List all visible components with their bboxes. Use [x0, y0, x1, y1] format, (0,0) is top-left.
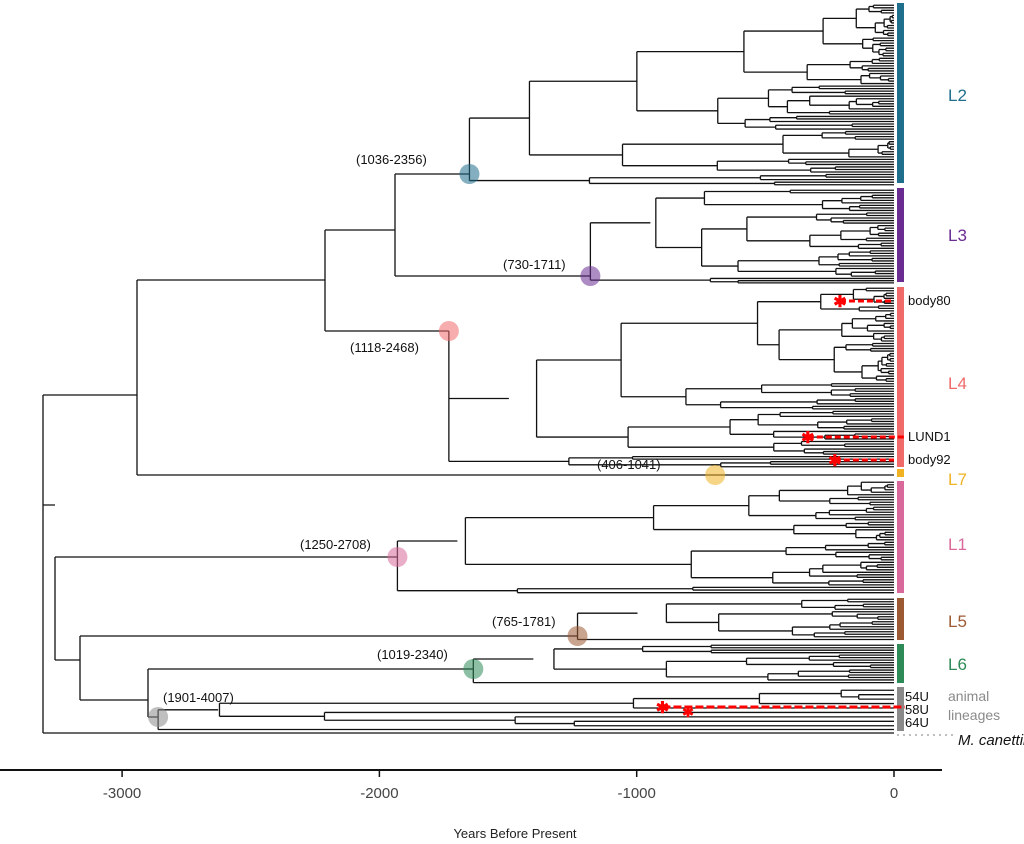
lineage-label-l2: L2: [948, 86, 967, 105]
node-age-label: (1901-4007): [163, 690, 234, 705]
ancient-sample-star-icon: ✱: [833, 294, 846, 311]
animal-lineages-line1: animal: [948, 688, 989, 704]
lineage-label-l5: L5: [948, 612, 967, 631]
lineage-bar-l7: [897, 469, 904, 477]
tip-label-body92: body92: [908, 452, 951, 467]
lineage-bar-l1: [897, 481, 904, 593]
node-age-circle: [387, 547, 408, 567]
node-age-label: (406-1041): [597, 457, 661, 472]
node-age-circle: [148, 707, 169, 727]
lineage-bar-l3: [897, 188, 904, 282]
node-age-label: (1019-2340): [377, 647, 448, 662]
tip-label-lund1: LUND1: [908, 429, 951, 444]
tip-label-54u: 54U: [905, 689, 929, 704]
lineage-label-l7: L7: [948, 470, 967, 489]
ancient-sample-star-icon: ✱: [656, 700, 669, 717]
node-age-circle: [459, 164, 480, 184]
node-age-circle: [580, 266, 601, 286]
outgroup-label: M. canettii: [958, 732, 1024, 749]
x-axis-title: Years Before Present: [453, 826, 576, 841]
lineage-bar-l2: [897, 3, 904, 183]
lineage-bar-animal-lineages: [897, 687, 904, 731]
x-axis-tick-label: -2000: [360, 785, 398, 802]
node-age-circle: [705, 465, 726, 485]
node-age-label: (1250-2708): [300, 537, 371, 552]
tree-branches: [42, 4, 894, 734]
lineage-label-l1: L1: [948, 535, 967, 554]
ancient-sample-star-icon: ✱: [801, 430, 814, 447]
ancient-sample-star-icon: ✱: [828, 453, 841, 470]
animal-lineages-line2: lineages: [948, 707, 1000, 723]
node-age-label: (1036-2356): [356, 152, 427, 167]
tree-branch-lines: [42, 4, 894, 734]
node-annotations: (1036-2356) (730-1711) (1118-2468) (406-104…: [148, 152, 726, 727]
lineage-bar-l5: [897, 598, 904, 640]
lineage-bars: [897, 3, 904, 731]
lineage-label-l4: L4: [948, 374, 967, 393]
node-age-circle: [438, 321, 459, 341]
lineage-bar-l6: [897, 644, 904, 683]
x-axis-tick-label: -3000: [103, 785, 141, 802]
lineage-label-l6: L6: [948, 655, 967, 674]
lineage-bar-l4: [897, 287, 904, 467]
node-age-label: (730-1711): [503, 257, 566, 272]
lineage-label-l3: L3: [948, 226, 967, 245]
ancient-sample-markers: ✱ ✱ ✱ ✱ ✱: [656, 294, 905, 720]
tip-label-64u: 64U: [905, 715, 929, 730]
node-age-label: (1118-2468): [350, 340, 419, 355]
node-age-circle: [567, 626, 588, 646]
lineage-label-animal: animal lineages: [948, 688, 1000, 723]
node-age-circle: [463, 659, 484, 679]
tip-label-body80: body80: [908, 293, 951, 308]
x-axis-tick-label: 0: [890, 785, 898, 802]
x-axis: -3000 -2000 -1000 0: [0, 769, 942, 802]
ancient-sample-star-icon: ✱: [682, 704, 694, 720]
node-age-label: (765-1781): [492, 614, 556, 629]
tip-label-58u: 58U: [905, 702, 929, 717]
x-axis-tick-label: -1000: [618, 785, 656, 802]
